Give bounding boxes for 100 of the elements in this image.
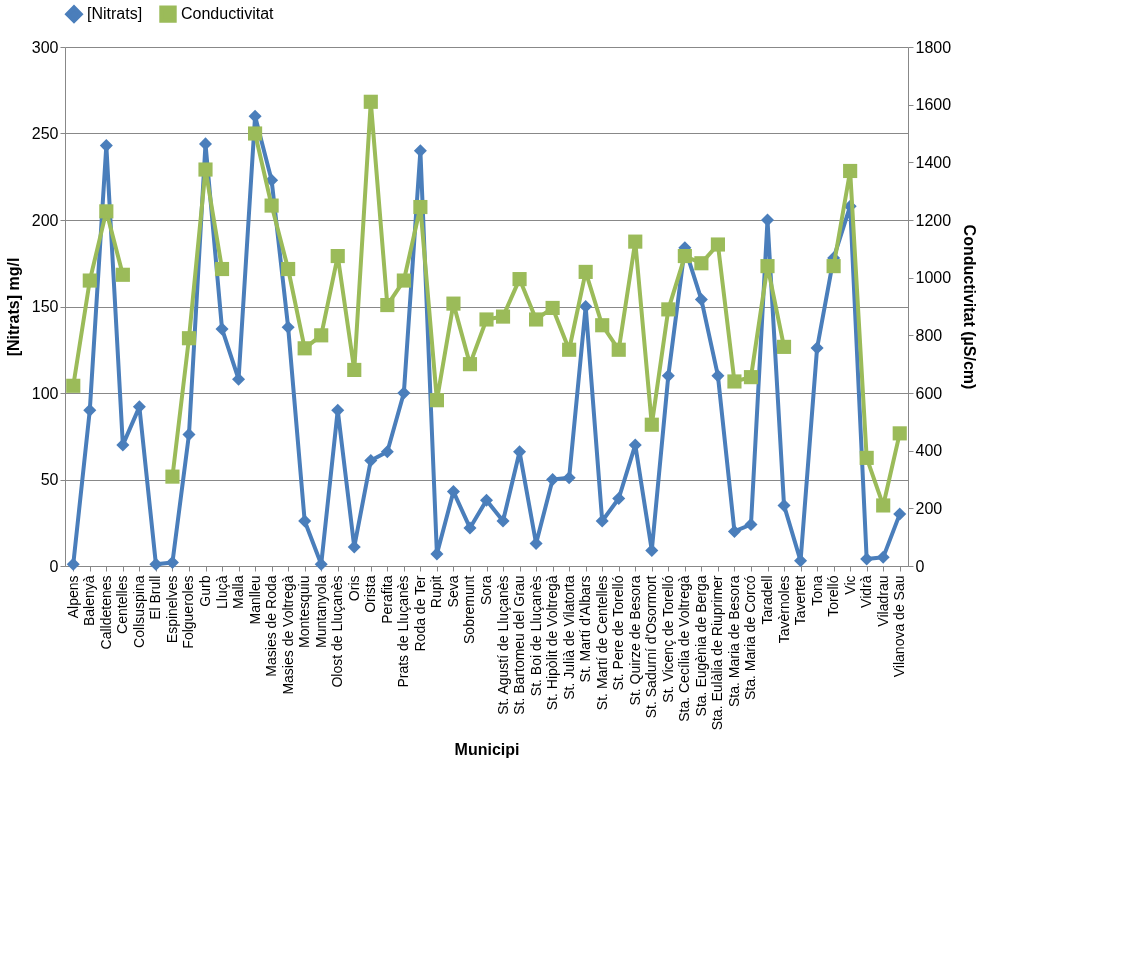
x-tick-label: St. Hipòlit de Voltregà — [544, 575, 561, 711]
x-tick-label: Tona — [808, 575, 825, 606]
point — [628, 234, 643, 249]
y2-tick-label: 800 — [915, 326, 943, 344]
point — [115, 267, 130, 282]
point — [149, 557, 163, 571]
point — [364, 453, 378, 467]
point — [711, 369, 725, 383]
x-tick-label: Rupit — [428, 575, 445, 609]
point — [661, 369, 675, 383]
y2-tick-label: 1800 — [915, 38, 952, 56]
y2-tick-label: 600 — [915, 384, 943, 402]
point — [562, 471, 576, 485]
point — [546, 472, 560, 487]
point — [826, 259, 841, 274]
point — [347, 362, 362, 377]
point — [429, 393, 444, 408]
point — [727, 374, 742, 389]
x-tick-label: Sta. Maria de Besora — [725, 575, 742, 708]
point — [446, 296, 461, 311]
x-tick-label: Perafita — [378, 575, 395, 624]
x-tick-label: Espinelves — [163, 575, 180, 644]
x-tick-label: El Brull — [147, 575, 164, 620]
point — [777, 498, 791, 512]
x-tick-label: St. Quirze de Besora — [626, 575, 643, 706]
x-tick-label: St. Bartomeu del Grau — [511, 575, 528, 715]
point — [495, 309, 511, 324]
x-tick-label: Lluçà — [213, 575, 230, 609]
x-tick-label: Collsuspina — [130, 575, 147, 648]
point — [446, 485, 460, 499]
x-tick-label: Sora — [478, 575, 494, 606]
point — [876, 498, 891, 513]
point — [99, 204, 114, 219]
point — [298, 514, 312, 528]
point — [677, 248, 692, 264]
point — [794, 554, 808, 568]
point — [281, 320, 295, 334]
point — [330, 248, 345, 264]
point — [710, 237, 725, 252]
point — [363, 94, 378, 109]
x-tick-label: Sta. Maria de Corcó — [742, 575, 759, 700]
x-tick-label: Orista — [362, 575, 379, 613]
point — [876, 550, 890, 564]
y-tick-label: 150 — [31, 298, 59, 315]
point — [760, 259, 775, 274]
x-tick-label: St. Agustí de Lluçanès — [494, 575, 511, 715]
point — [578, 264, 593, 279]
point — [743, 370, 759, 385]
point — [462, 357, 478, 372]
point — [810, 341, 824, 355]
x-tick-label: Sta. Cecília de Voltregà — [676, 575, 693, 722]
x-tick-label: Torelló — [825, 575, 842, 617]
point — [860, 552, 874, 566]
point — [644, 417, 659, 432]
x-tick-label: Masies de Roda — [263, 575, 280, 677]
x-tick-label: Malla — [230, 575, 247, 609]
point — [776, 339, 792, 354]
point — [744, 517, 758, 531]
x-tick-label: Vic — [841, 575, 858, 595]
x-tick-label: Oris — [345, 575, 362, 602]
y2-axis-title: Conductivitat (µS/cm) — [961, 224, 979, 390]
x-tick-label: St. Julià de Vilatorta — [560, 575, 577, 700]
point — [66, 378, 81, 393]
point — [248, 126, 263, 141]
x-tick-label: Tavèrnoles — [775, 575, 792, 644]
x-tick-label: St. Sadurní d'Osormort — [643, 575, 660, 719]
x-tick-label: St. Pere de Torelló — [610, 575, 627, 691]
point — [612, 492, 626, 506]
point — [264, 198, 279, 213]
legend-label: Conductivitat — [181, 5, 275, 23]
x-tick-label: Tavertet — [792, 575, 809, 626]
point — [181, 331, 197, 346]
x-tick-label: Alpens — [64, 575, 81, 619]
point — [727, 524, 741, 538]
point — [413, 199, 428, 215]
point — [116, 438, 130, 452]
x-tick-label: St. Martí d'Albars — [577, 575, 594, 683]
point — [314, 557, 328, 571]
x-tick-label: Roda de Ter — [411, 575, 428, 652]
point — [562, 342, 577, 357]
point — [479, 493, 494, 507]
y2-tick-label: 1400 — [915, 153, 952, 171]
point — [198, 162, 213, 177]
x-tick-label: Masies de Voltregà — [279, 575, 296, 695]
y2-tick-label: 200 — [915, 499, 943, 517]
point — [182, 428, 196, 442]
y-axis-title: [Nitrats] mg/l — [4, 257, 22, 357]
point — [331, 403, 345, 417]
y2-tick-label: 1000 — [915, 269, 952, 287]
x-tick-label: Prats de Lluçanès — [395, 575, 412, 688]
x-tick-label: Calldetenes — [97, 575, 114, 650]
point — [198, 137, 213, 151]
point — [694, 256, 709, 271]
point — [297, 341, 312, 356]
point — [397, 386, 411, 400]
y-tick-label: 300 — [31, 38, 59, 56]
point — [165, 469, 180, 484]
y-tick-label: 100 — [31, 384, 59, 402]
y2-tick-label: 1600 — [915, 96, 952, 114]
x-tick-label: Gurb — [197, 575, 213, 607]
